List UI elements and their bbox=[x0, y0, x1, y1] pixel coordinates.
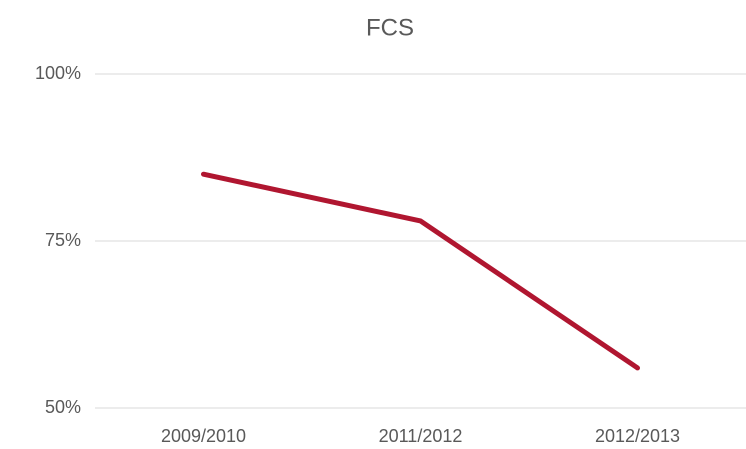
x-tick-label: 2009/2010 bbox=[161, 426, 246, 446]
chart-title: FCS bbox=[366, 14, 414, 41]
x-tick-label: 2012/2013 bbox=[595, 426, 680, 446]
y-tick-label: 50% bbox=[45, 397, 81, 417]
x-tick-label: 2011/2012 bbox=[379, 426, 463, 446]
data-line bbox=[201, 171, 640, 371]
y-tick-label: 75% bbox=[45, 230, 81, 250]
y-tick-label: 100% bbox=[35, 63, 81, 83]
